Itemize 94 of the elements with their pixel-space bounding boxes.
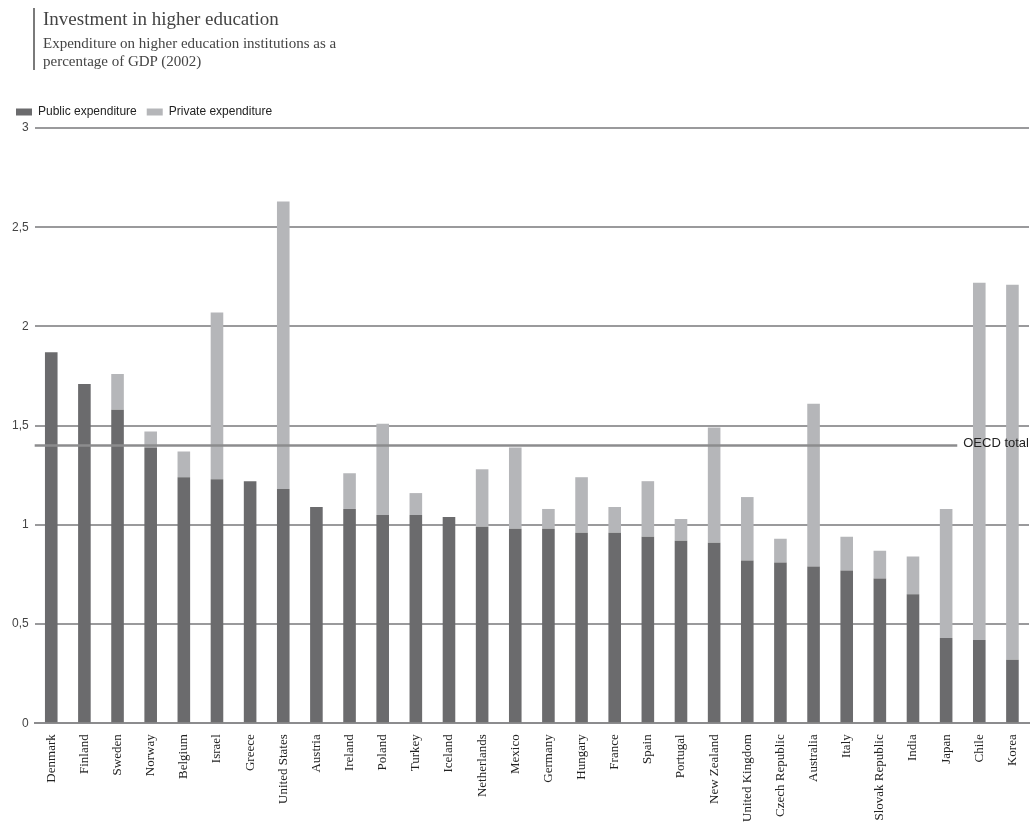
bar [972, 639, 986, 723]
x-tick-label: Japan [937, 733, 953, 764]
bar [674, 518, 688, 541]
y-tick-label: 2,5 [11, 219, 29, 234]
bar [78, 383, 91, 723]
x-tick-label: France [606, 734, 622, 770]
bar [475, 469, 489, 527]
bar [508, 528, 522, 723]
bar [508, 447, 522, 529]
x-tick-label: Ireland [340, 733, 356, 772]
bar [840, 570, 854, 723]
bar [641, 481, 655, 537]
x-tick-label: Netherlands [473, 734, 489, 798]
bar [707, 427, 721, 543]
bar [376, 423, 389, 515]
bar [906, 594, 920, 723]
bar [310, 506, 323, 723]
y-tick-label: 0 [21, 715, 29, 730]
bar [276, 489, 290, 723]
x-tick-label: Iceland [440, 733, 456, 773]
x-tick-label: Italy [838, 733, 854, 759]
x-tick-label: Czech Republic [771, 734, 787, 817]
bar [707, 542, 721, 723]
x-tick-label: Mexico [506, 734, 522, 774]
bar [343, 473, 356, 509]
bar [774, 562, 787, 723]
bar [475, 526, 489, 723]
bar [939, 508, 953, 638]
bar [740, 497, 754, 561]
legend-label: Public expenditure [38, 104, 138, 119]
bar [906, 556, 920, 595]
bar [608, 532, 621, 723]
bar [873, 550, 887, 579]
y-tick-label: 1,5 [11, 417, 29, 432]
x-tick-label: Germany [539, 733, 555, 783]
y-tick-label: 0,5 [11, 616, 29, 631]
bar [1006, 659, 1019, 723]
x-tick-label: Turkey [407, 733, 423, 772]
bar [740, 560, 754, 723]
x-tick-label: United States [274, 734, 290, 804]
bar [144, 447, 157, 723]
bar [774, 538, 787, 563]
x-tick-label: Poland [374, 733, 390, 771]
x-tick-label: Sweden [108, 733, 124, 776]
bar [210, 479, 224, 723]
bar [674, 540, 688, 723]
x-tick-label: Belgium [175, 734, 191, 780]
bar [641, 536, 655, 723]
bar [111, 409, 124, 723]
x-tick-label: Austria [307, 734, 323, 773]
bar [343, 508, 356, 723]
bar [542, 528, 555, 723]
bar [575, 477, 588, 533]
x-tick-label: Slovak Republic [871, 734, 887, 821]
y-tick-label: 1 [21, 517, 29, 532]
bar [276, 201, 290, 490]
legend-label: Private expenditure [168, 104, 273, 119]
x-tick-label: India [904, 734, 920, 761]
bar [873, 578, 887, 723]
x-tick-label: Greece [241, 734, 257, 772]
bar [807, 566, 820, 723]
bar [575, 532, 588, 723]
x-tick-label: Australia [804, 734, 820, 782]
x-tick-label: New Zealand [705, 733, 721, 804]
bar [442, 516, 456, 723]
x-tick-label: Israel [208, 733, 224, 764]
bar [608, 506, 621, 533]
x-tick-label: Denmark [42, 733, 58, 783]
bar [177, 477, 191, 723]
x-tick-label: Norway [142, 733, 158, 777]
bar [840, 536, 854, 571]
x-tick-label: United Kingdom [738, 734, 754, 823]
x-tick-label: Korea [1003, 734, 1019, 767]
x-tick-label: Hungary [572, 733, 588, 780]
x-tick-label: Chile [970, 734, 986, 763]
bar [111, 374, 124, 410]
bar [807, 403, 820, 567]
y-tick-label: 3 [21, 120, 29, 135]
bar [177, 451, 191, 478]
bar [409, 493, 423, 515]
x-tick-label: Portugal [672, 733, 688, 779]
bar [542, 508, 555, 529]
chart-title: Investment in higher education [43, 8, 280, 30]
bar [939, 637, 953, 723]
y-tick-label: 2 [21, 318, 29, 333]
x-tick-label: Finland [75, 733, 91, 774]
bar [210, 312, 224, 480]
bar [409, 514, 423, 723]
chart-subtitle: Expenditure on higher education institutions as a percentage of GDP (2002) [43, 34, 338, 70]
bar [44, 352, 58, 723]
bar [376, 514, 389, 723]
x-tick-label: Spain [639, 733, 655, 764]
bar [243, 481, 257, 723]
ref-line-label: OECD total [963, 435, 1030, 451]
